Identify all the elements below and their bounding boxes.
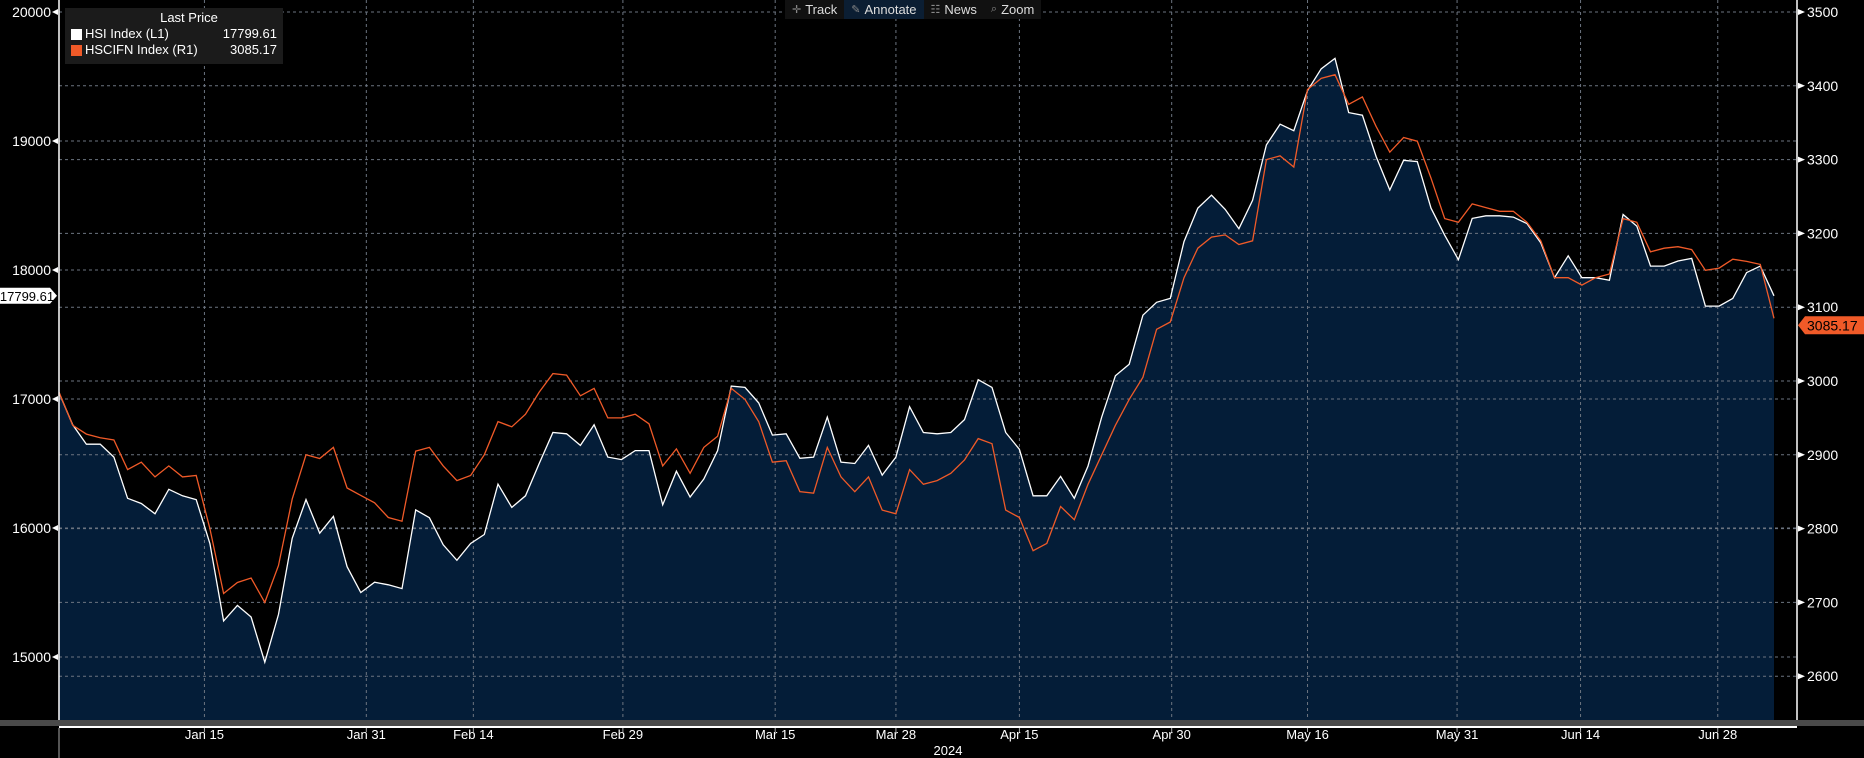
right-axis-tick-label: 2600 [1807,668,1838,684]
legend-value: 3085.17 [230,42,277,57]
x-axis-tick-label: Apr 30 [1153,727,1191,742]
magnifier-icon: ⌕ [990,3,998,15]
legend-value: 17799.61 [222,26,277,41]
left-axis-tick-label: 20000 [12,4,51,20]
right-axis-tick-marker [1798,599,1805,606]
x-axis-tick-label: Mar 28 [876,727,916,742]
hsi-last-price-text: 17799.61 [0,289,54,304]
x-axis-tick-label: Jun 28 [1698,727,1737,742]
hscifn-last-price-text: 3085.17 [1807,317,1858,333]
x-axis-tick-label: Feb 14 [453,727,493,742]
x-axis-tick-label: Jun 14 [1561,727,1600,742]
legend-swatch-hsi [71,28,82,40]
left-axis-tick-marker [52,654,58,660]
legend: Last Price HSI Index (L1) 17799.61 HSCIF… [65,8,283,64]
legend-name: HSI Index (L1) [85,26,169,41]
annotate-button[interactable]: ✎ Annotate [844,0,924,19]
x-axis-tick-label: Jan 31 [347,727,386,742]
left-axis-tick-marker [52,525,58,531]
time-scrollbar[interactable] [0,720,1864,726]
legend-item-hscifn[interactable]: HSCIFN Index (R1) 3085.17 [71,42,277,58]
x-axis-tick-label: May 16 [1286,727,1329,742]
right-axis-tick-marker [1798,9,1805,15]
x-axis-tick-label: May 31 [1436,727,1479,742]
pencil-icon: ✎ [851,4,861,16]
news-icon: ☷ [930,4,941,16]
news-button[interactable]: ☷ News [923,0,984,19]
right-axis-tick-label: 3400 [1807,78,1838,94]
hsi-area-fill [59,58,1774,720]
left-axis-tick-label: 17000 [12,391,51,407]
right-axis-tick-label: 2900 [1807,447,1838,463]
right-axis-tick-marker [1798,304,1805,311]
chart-toolbar: ✛ Track ✎ Annotate ☷ News ⌕ Zoom [785,0,1042,19]
left-axis-tick-marker [52,138,58,144]
scrollbar-thumb[interactable] [59,726,1797,728]
right-axis-tick-label: 2800 [1807,521,1838,537]
x-axis-tick-label: Jan 15 [185,727,224,742]
hsi-line[interactable] [58,57,1775,665]
annotate-label: Annotate [864,2,917,17]
legend-swatch-hscifn [71,44,82,56]
track-button[interactable]: ✛ Track [785,0,845,19]
left-axis-tick-marker [52,396,58,402]
hscifn-last-price-tag [1798,316,1864,335]
right-axis-tick-label: 3100 [1807,299,1838,315]
x-axis-tick-label: Apr 15 [1000,727,1038,742]
right-axis-tick-marker [1798,82,1805,89]
right-axis-tick-marker [1798,673,1805,680]
news-label: News [944,2,977,17]
right-axis-tick-label: 3300 [1807,152,1838,168]
right-axis-tick-marker [1798,230,1805,237]
left-axis-tick-label: 15000 [12,649,51,665]
left-axis-tick-marker [52,9,58,15]
legend-item-hsi[interactable]: HSI Index (L1) 17799.61 [71,26,277,42]
right-axis-tick-label: 3500 [1807,4,1838,20]
zoom-label: Zoom [1001,2,1035,17]
legend-title: Last Price [160,10,218,25]
x-axis-tick-label: Mar 15 [755,727,795,742]
left-axis-tick-label: 18000 [12,262,51,278]
x-axis-tick-label: Feb 29 [603,727,643,742]
right-axis-tick-marker [1798,378,1805,384]
right-axis-tick-marker [1798,451,1805,458]
left-axis-tick-label: 19000 [12,133,51,149]
hsi-last-price-tag [0,287,57,304]
right-axis-tick-label: 3000 [1807,373,1838,389]
zoom-button[interactable]: ⌕ Zoom [983,0,1042,19]
left-axis-tick-marker [52,267,58,273]
crosshair-icon: ✛ [792,4,802,16]
left-axis-tick-label: 16000 [12,520,51,536]
right-axis-tick-marker [1798,525,1805,532]
x-axis-year-label: 2024 [934,743,963,758]
right-axis-tick-label: 3200 [1807,225,1838,241]
track-label: Track [805,2,838,17]
hscifn-line[interactable] [58,73,1775,604]
right-axis-tick-label: 2700 [1807,594,1838,610]
legend-name: HSCIFN Index (R1) [85,42,198,57]
right-axis-tick-marker [1798,156,1805,163]
